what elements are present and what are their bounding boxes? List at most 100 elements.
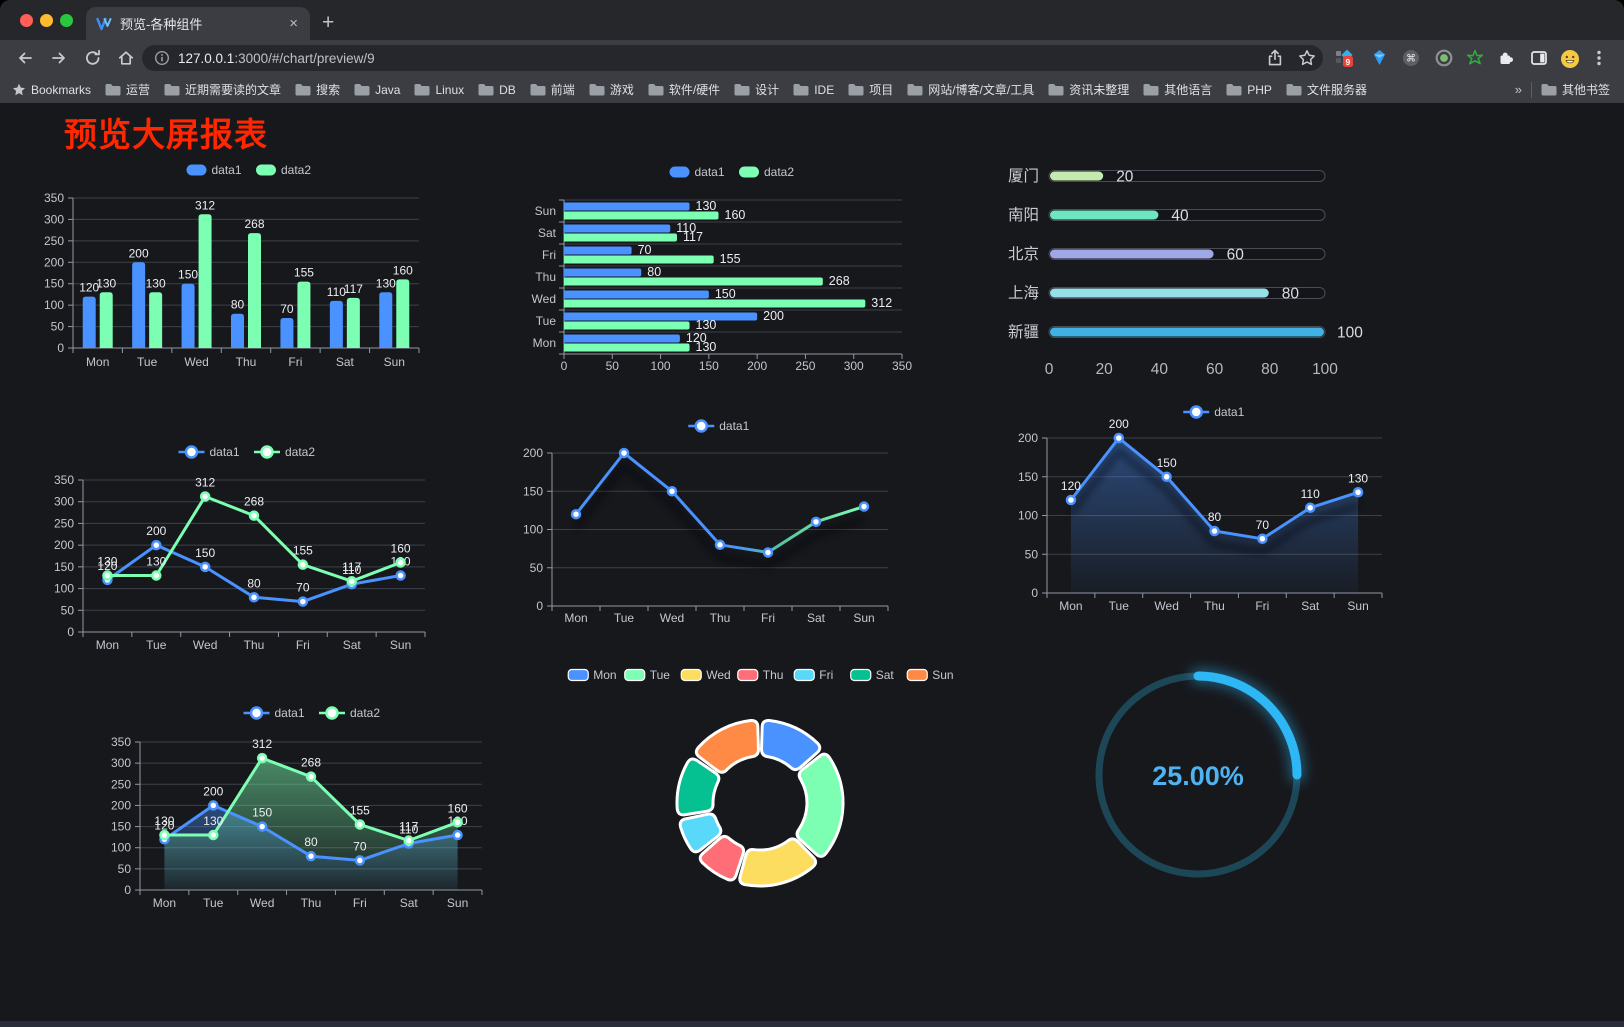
folder-icon: [734, 84, 750, 96]
forward-icon[interactable]: [50, 49, 68, 72]
tab-strip: 预览-各种组件 × +: [0, 0, 1624, 40]
chart-city-progress: 厦门 20 南阳 40 北京 60 上海 80 新疆 100 0 20 40 60 80 100: [1008, 167, 1363, 378]
svg-text:110: 110: [399, 822, 418, 836]
bookmark-item[interactable]: 游戏: [589, 81, 634, 98]
bookmark-star-icon[interactable]: [1298, 49, 1316, 72]
extensions-puzzle-icon[interactable]: [1497, 49, 1515, 72]
svg-text:Thu: Thu: [1204, 599, 1225, 613]
svg-text:Wed: Wed: [660, 611, 684, 625]
svg-text:0: 0: [1031, 586, 1038, 600]
bookmark-item[interactable]: 搜索: [295, 81, 340, 98]
back-icon[interactable]: [16, 49, 34, 72]
svg-text:150: 150: [1018, 470, 1038, 484]
svg-text:Fri: Fri: [1255, 599, 1269, 613]
svg-text:268: 268: [829, 274, 850, 288]
bookmark-item[interactable]: 设计: [734, 81, 779, 98]
bookmark-item[interactable]: IDE: [793, 83, 834, 97]
other-bookmarks-button[interactable]: 其他书签: [1541, 81, 1610, 98]
svg-text:300: 300: [844, 359, 864, 373]
side-panel-icon[interactable]: [1530, 49, 1548, 72]
charts-grid: data1 data2 0 50 100 150 200 250 300 350 Mon Tue Wed…: [0, 103, 1624, 1021]
extension-grid-icon[interactable]: 9: [1336, 49, 1354, 72]
bookmark-item[interactable]: Java: [354, 83, 400, 97]
reload-icon[interactable]: [84, 49, 102, 72]
browser-tab[interactable]: 预览-各种组件 ×: [86, 7, 310, 40]
svg-text:Mon: Mon: [593, 668, 616, 682]
window-zoom-button[interactable]: [60, 14, 73, 27]
svg-text:新疆: 新疆: [1008, 323, 1039, 341]
bookmark-item[interactable]: 运营: [105, 81, 150, 98]
svg-text:200: 200: [146, 524, 166, 538]
svg-text:Fri: Fri: [761, 611, 775, 625]
bookmark-item[interactable]: 网站/博客/文章/工具: [907, 81, 1034, 98]
bookmark-item[interactable]: 其他语言: [1143, 81, 1212, 98]
bookmark-item[interactable]: DB: [478, 83, 516, 97]
bookmark-item[interactable]: 项目: [848, 81, 893, 98]
bookmark-item[interactable]: 资讯未整理: [1048, 81, 1129, 98]
svg-text:Tue: Tue: [203, 896, 224, 910]
svg-text:Tue: Tue: [650, 668, 671, 682]
window-close-button[interactable]: [20, 14, 33, 27]
folder-icon: [1541, 84, 1557, 96]
svg-text:300: 300: [54, 495, 74, 509]
extension-record-icon[interactable]: [1435, 49, 1453, 72]
bookmark-item[interactable]: Linux: [414, 83, 464, 97]
extension-gem-icon[interactable]: [1371, 49, 1388, 72]
svg-text:data1: data1: [695, 165, 725, 179]
svg-text:Thu: Thu: [244, 638, 265, 652]
bookmark-item[interactable]: PHP: [1226, 83, 1272, 97]
svg-text:250: 250: [54, 516, 74, 530]
browser-toolbar: 127.0.0.1:3000/#/chart/preview/9 9 ⌘: [0, 40, 1624, 76]
bookmark-item[interactable]: 前端: [530, 81, 575, 98]
svg-text:60: 60: [1227, 247, 1245, 264]
svg-text:150: 150: [178, 268, 198, 282]
url-bar[interactable]: 127.0.0.1:3000/#/chart/preview/9: [142, 45, 1323, 71]
svg-text:312: 312: [195, 476, 215, 490]
svg-text:Tue: Tue: [536, 314, 557, 328]
bookmarks-overflow-chevron[interactable]: »: [1514, 82, 1522, 97]
extension-star-icon[interactable]: [1466, 49, 1484, 72]
folder-icon: [648, 84, 664, 96]
svg-text:200: 200: [1109, 417, 1129, 431]
chart-line-area: data1 0 50 100 150 200 Mon Tue Wed Thu Fri Sat Sun 12…: [1018, 405, 1383, 613]
share-icon[interactable]: [1266, 49, 1284, 72]
svg-text:117: 117: [683, 230, 703, 244]
svg-text:130: 130: [154, 814, 174, 828]
window-minimize-button[interactable]: [40, 14, 53, 27]
svg-text:Mon: Mon: [96, 638, 119, 652]
svg-text:80: 80: [231, 298, 245, 312]
svg-text:40: 40: [1151, 361, 1169, 378]
chart-donut: Mon Tue Wed Thu Fri Sat Sun: [567, 668, 954, 888]
svg-text:155: 155: [720, 252, 741, 266]
svg-text:data1: data1: [1214, 405, 1244, 419]
svg-text:Tue: Tue: [146, 638, 167, 652]
svg-text:Sun: Sun: [390, 638, 411, 652]
bookmarks-manager-button[interactable]: Bookmarks: [12, 83, 91, 97]
bookmark-item[interactable]: 文件服务器: [1286, 81, 1367, 98]
new-tab-button[interactable]: +: [322, 11, 335, 34]
site-info-icon[interactable]: [154, 50, 170, 66]
tab-close-icon[interactable]: ×: [289, 15, 298, 32]
bookmark-item[interactable]: 近期需要读的文章: [164, 81, 281, 98]
chart-bar-vertical: data1 data2 0 50 100 150 200 250 300 350 Mon Tue Wed…: [44, 163, 420, 369]
svg-text:50: 50: [1025, 547, 1039, 561]
url-text[interactable]: 127.0.0.1:3000/#/chart/preview/9: [178, 51, 375, 66]
svg-text:Wed: Wed: [532, 292, 556, 306]
folder-icon: [589, 84, 605, 96]
svg-text:80: 80: [304, 835, 318, 849]
svg-text:130: 130: [146, 276, 166, 290]
svg-text:data1: data1: [275, 706, 305, 720]
svg-text:150: 150: [1157, 456, 1177, 470]
url-host: 127.0.0.1: [178, 50, 235, 66]
svg-text:130: 130: [146, 555, 166, 569]
svg-text:Sun: Sun: [932, 668, 953, 682]
bookmark-item[interactable]: 软件/硬件: [648, 81, 720, 98]
menu-kebab-icon[interactable]: [1596, 49, 1602, 72]
extension-cmd-icon[interactable]: ⌘: [1402, 49, 1420, 72]
svg-text:0: 0: [57, 341, 64, 355]
svg-text:250: 250: [795, 359, 815, 373]
svg-text:80: 80: [1208, 510, 1222, 524]
profile-avatar-emoji[interactable]: [1560, 49, 1580, 74]
home-icon[interactable]: [117, 49, 135, 72]
tab-favicon: [96, 16, 112, 32]
